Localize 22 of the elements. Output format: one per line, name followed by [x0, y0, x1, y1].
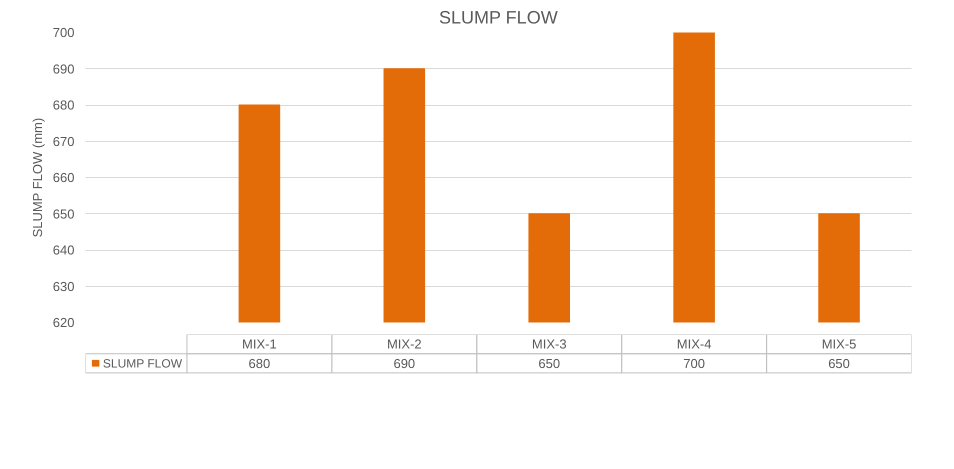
legend-label: SLUMP FLOW	[102, 356, 183, 370]
x-tick-label: MIX-3	[532, 336, 567, 352]
x-tick-label: MIX-4	[676, 336, 712, 352]
y-tick-label: 680	[52, 98, 75, 112]
y-tick-label: 690	[52, 61, 75, 76]
y-axis-title: SLUMP FLOW (mm)	[30, 118, 45, 238]
y-tick-label: 630	[52, 278, 75, 294]
data-label: 680	[248, 356, 270, 371]
x-tick-label: MIX-2	[386, 336, 422, 352]
y-tick-label: 660	[52, 170, 75, 185]
y-tick-label: 670	[52, 134, 75, 149]
y-tick-label: 640	[52, 242, 75, 258]
data-label: 650	[828, 356, 850, 371]
y-tick-label: 700	[52, 25, 75, 40]
y-tick-label: 620	[52, 315, 75, 330]
x-tick-label: MIX-5	[822, 336, 856, 352]
data-label: 700	[683, 356, 705, 371]
data-label: 690	[393, 356, 416, 371]
x-tick-label: MIX-1	[242, 336, 277, 352]
chart-title: SLUMP FLOW	[438, 8, 558, 28]
data-label: 650	[538, 356, 560, 371]
y-tick-label: 650	[52, 206, 75, 222]
